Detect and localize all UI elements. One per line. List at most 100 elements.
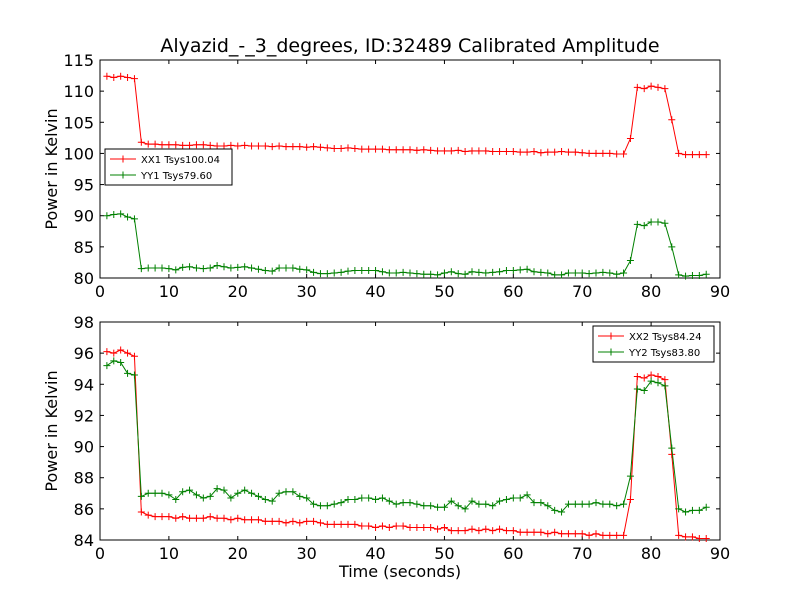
legend-box-0 bbox=[104, 148, 233, 186]
x-tick-label: 50 bbox=[434, 282, 454, 301]
data-point bbox=[640, 387, 648, 395]
data-point bbox=[144, 140, 152, 148]
data-point bbox=[599, 531, 607, 539]
data-point bbox=[551, 148, 559, 156]
data-point bbox=[427, 270, 435, 278]
y-tick-label: 88 bbox=[74, 469, 94, 488]
data-point bbox=[158, 264, 166, 272]
data-point bbox=[110, 210, 118, 218]
legend-marker-1-1 bbox=[607, 348, 615, 356]
data-point bbox=[626, 496, 634, 504]
data-point bbox=[124, 349, 132, 357]
data-point bbox=[592, 149, 600, 157]
data-point bbox=[496, 268, 504, 276]
data-point bbox=[186, 514, 194, 522]
data-point bbox=[585, 531, 593, 539]
data-point bbox=[289, 488, 297, 496]
data-point bbox=[661, 376, 669, 384]
data-point bbox=[509, 267, 517, 275]
data-point bbox=[406, 499, 414, 507]
data-point bbox=[282, 264, 290, 272]
data-point bbox=[440, 503, 448, 511]
data-point bbox=[440, 524, 448, 532]
data-point bbox=[516, 148, 524, 156]
data-point bbox=[254, 492, 262, 500]
data-point bbox=[234, 489, 242, 497]
data-point bbox=[537, 149, 545, 157]
data-point bbox=[702, 270, 710, 278]
data-point bbox=[117, 358, 125, 366]
data-point bbox=[427, 524, 435, 532]
data-point bbox=[475, 147, 483, 155]
data-point bbox=[420, 502, 428, 510]
data-point bbox=[358, 494, 366, 502]
data-point bbox=[420, 146, 428, 154]
data-point bbox=[144, 511, 152, 519]
data-point bbox=[351, 496, 359, 504]
data-point bbox=[124, 369, 132, 377]
data-point bbox=[502, 148, 510, 156]
data-point bbox=[310, 500, 318, 508]
data-point bbox=[564, 269, 572, 277]
data-point bbox=[296, 519, 304, 527]
data-point bbox=[647, 371, 655, 379]
data-point bbox=[468, 268, 476, 276]
data-point bbox=[220, 142, 228, 150]
data-point bbox=[268, 143, 276, 151]
data-point bbox=[558, 271, 566, 279]
legend-marker-0-0 bbox=[119, 155, 127, 163]
data-point bbox=[613, 150, 621, 158]
data-point bbox=[564, 530, 572, 538]
data-point bbox=[227, 141, 235, 149]
data-point bbox=[137, 265, 145, 273]
data-point bbox=[213, 262, 221, 270]
data-point bbox=[585, 500, 593, 508]
data-point bbox=[213, 485, 221, 493]
data-point bbox=[179, 263, 187, 271]
x-tick-label: 80 bbox=[641, 282, 661, 301]
data-point bbox=[675, 149, 683, 157]
data-point bbox=[427, 146, 435, 154]
data-point bbox=[103, 362, 111, 370]
data-point bbox=[385, 146, 393, 154]
data-point bbox=[248, 264, 256, 272]
data-point bbox=[213, 142, 221, 150]
data-point bbox=[330, 500, 338, 508]
data-point bbox=[323, 144, 331, 152]
data-point bbox=[385, 269, 393, 277]
x-tick-label: 40 bbox=[365, 544, 385, 563]
data-point bbox=[647, 218, 655, 226]
data-point bbox=[599, 268, 607, 276]
data-point bbox=[406, 146, 414, 154]
data-point bbox=[695, 151, 703, 159]
y-tick-label: 84 bbox=[74, 531, 94, 550]
data-point bbox=[179, 513, 187, 521]
data-point bbox=[544, 269, 552, 277]
data-point bbox=[695, 506, 703, 514]
top-chart: 0 10 20 30 40 50 60 70 80 90 80 85 90 95 100 105 110 115 P… bbox=[42, 51, 730, 301]
data-point bbox=[192, 264, 200, 272]
data-point bbox=[124, 73, 132, 81]
data-point bbox=[413, 500, 421, 508]
data-point bbox=[578, 530, 586, 538]
data-point bbox=[585, 149, 593, 157]
data-point bbox=[475, 268, 483, 276]
data-point bbox=[544, 148, 552, 156]
data-point bbox=[241, 486, 249, 494]
x-tick-label: 70 bbox=[572, 282, 592, 301]
data-point bbox=[137, 138, 145, 146]
data-point bbox=[688, 272, 696, 280]
legend-marker-0-1 bbox=[119, 171, 127, 179]
data-point bbox=[337, 268, 345, 276]
data-point bbox=[124, 213, 132, 221]
data-point bbox=[248, 516, 256, 524]
data-point bbox=[310, 268, 318, 276]
data-point bbox=[633, 373, 641, 380]
data-point bbox=[592, 269, 600, 277]
data-point bbox=[337, 499, 345, 507]
data-point bbox=[447, 268, 455, 276]
data-point bbox=[461, 270, 469, 278]
data-point bbox=[186, 263, 194, 271]
data-point bbox=[165, 491, 173, 499]
legend-box-1 bbox=[592, 325, 715, 363]
